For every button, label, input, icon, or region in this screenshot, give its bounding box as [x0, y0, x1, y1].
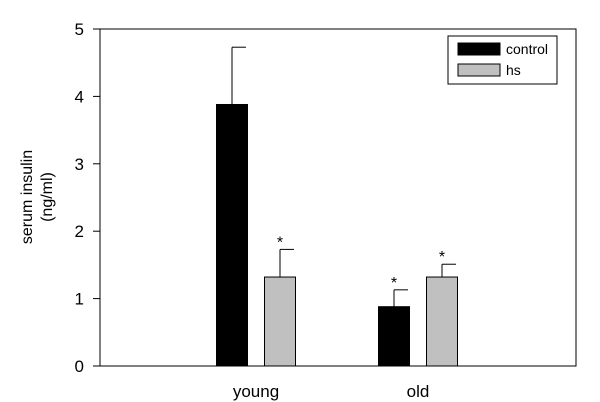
- y-tick-label: 0: [75, 357, 84, 376]
- significance-marker: *: [439, 249, 445, 266]
- plot-border: [99, 28, 577, 367]
- y-tick-label: 1: [75, 290, 84, 309]
- x-axis: young old: [233, 382, 430, 401]
- x-category-label: old: [407, 382, 430, 401]
- bar-control-old: [378, 306, 410, 367]
- y-axis: 0 1 2 3 4 5: [75, 20, 100, 376]
- y-tick-label: 2: [75, 222, 84, 241]
- x-category-label: young: [233, 382, 279, 401]
- y-axis-title-line-2: (ng/ml): [39, 172, 56, 222]
- bar-hs-old: [426, 276, 458, 367]
- legend-label-hs: hs: [506, 62, 521, 78]
- bars: * * *: [216, 46, 458, 367]
- significance-marker: *: [391, 275, 397, 292]
- plot-frame: [99, 28, 577, 367]
- legend-swatch-control: [457, 42, 501, 56]
- legend-swatch-hs: [457, 63, 501, 77]
- y-tick-label: 4: [75, 87, 84, 106]
- y-axis-title-line-1: serum insulin: [19, 150, 36, 244]
- bar-hs-young: [264, 276, 296, 367]
- significance-marker: *: [277, 234, 283, 251]
- y-tick-label: 3: [75, 155, 84, 174]
- y-tick-label: 5: [75, 20, 84, 39]
- bar-control-young: [216, 103, 248, 367]
- legend-label-control: control: [506, 41, 548, 57]
- legend: control hs: [447, 35, 558, 85]
